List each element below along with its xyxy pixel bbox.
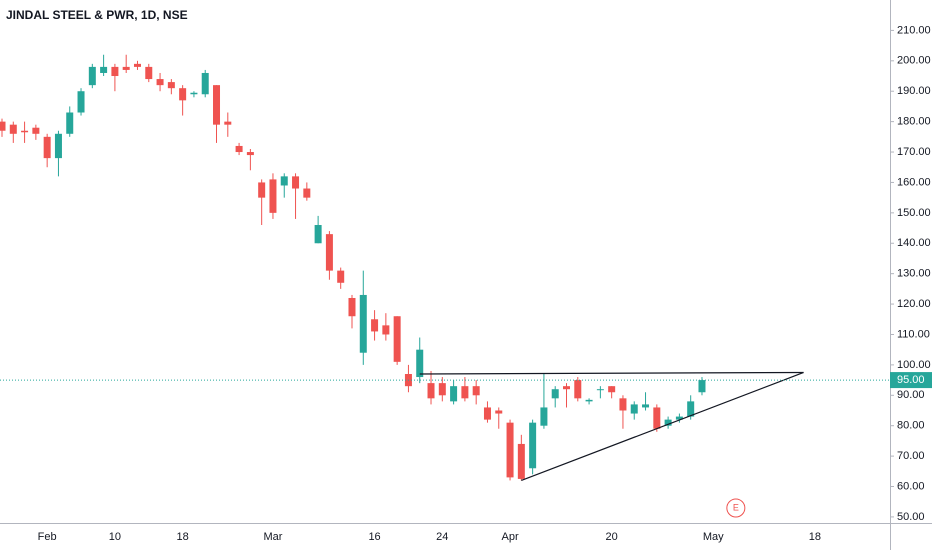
candle-body xyxy=(43,136,51,159)
candle-body xyxy=(698,380,706,393)
x-tick-label: 18 xyxy=(809,531,821,543)
trend-line xyxy=(521,371,804,481)
candle-body xyxy=(529,422,537,469)
x-tick-label: 20 xyxy=(606,531,618,543)
candle-body xyxy=(348,297,356,317)
candle-body xyxy=(540,407,548,426)
candle-body xyxy=(9,124,17,134)
candle-body xyxy=(201,72,209,95)
y-tick-label: 180.00 xyxy=(897,116,931,128)
x-tick-label: Feb xyxy=(38,531,57,543)
candle-body xyxy=(563,386,570,390)
candle-body xyxy=(483,407,491,420)
candle-body xyxy=(156,79,164,86)
x-tick-label: 24 xyxy=(436,531,448,543)
y-tick-label: 100.00 xyxy=(897,359,931,371)
candle-body xyxy=(213,85,221,125)
candle-body xyxy=(382,325,390,335)
candle-body xyxy=(495,410,503,414)
candle-body xyxy=(246,152,254,156)
x-tick-label: 10 xyxy=(109,531,121,543)
x-tick-label: Mar xyxy=(263,531,282,543)
event-label: E xyxy=(733,502,739,512)
candle-body xyxy=(416,349,424,378)
x-tick-label: Apr xyxy=(501,531,518,543)
candle-body xyxy=(32,127,40,134)
last-price-box xyxy=(890,372,932,389)
candle-body xyxy=(179,88,187,101)
candle-body xyxy=(325,234,333,271)
trend-line xyxy=(419,371,804,375)
y-tick-label: 90.00 xyxy=(897,389,925,401)
candle-body xyxy=(438,383,446,396)
candle-body xyxy=(450,386,458,402)
y-tick-label: 190.00 xyxy=(897,85,931,97)
y-tick-label: 120.00 xyxy=(897,298,931,310)
candle-body xyxy=(111,66,119,77)
candle-body xyxy=(133,63,141,67)
y-tick-label: 140.00 xyxy=(897,237,931,249)
candle-body xyxy=(77,91,85,113)
candle-body xyxy=(54,133,62,159)
candle-body xyxy=(506,422,514,478)
candle-body xyxy=(21,130,29,133)
x-tick-label: May xyxy=(703,531,724,543)
candle-body xyxy=(585,399,593,402)
y-tick-label: 110.00 xyxy=(897,328,930,340)
candle-body xyxy=(517,443,525,479)
candle-body xyxy=(551,389,559,399)
candle-body xyxy=(619,398,627,411)
candle-body xyxy=(574,380,582,399)
candle-body xyxy=(100,66,108,73)
candle-body xyxy=(190,92,198,95)
last-price-label: 95.00 xyxy=(897,374,925,386)
candle-body xyxy=(303,188,311,198)
candle-body xyxy=(314,225,322,244)
candle-body xyxy=(66,112,74,134)
candle-body xyxy=(280,176,288,186)
x-tick-label: 16 xyxy=(368,531,380,543)
candle-body xyxy=(0,121,6,131)
y-tick-label: 80.00 xyxy=(897,420,925,432)
event-marker xyxy=(726,498,746,518)
candle-body xyxy=(608,386,616,393)
candle-body xyxy=(359,294,367,353)
y-tick-label: 150.00 xyxy=(897,207,931,219)
candle-body xyxy=(472,386,480,396)
candle-body xyxy=(235,145,243,153)
candle-body xyxy=(88,66,96,86)
x-tick-label: 18 xyxy=(177,531,189,543)
y-tick-label: 200.00 xyxy=(897,55,931,67)
candle-body xyxy=(122,66,130,70)
candle-body xyxy=(653,407,661,429)
y-tick-label: 70.00 xyxy=(897,450,925,462)
candle-body xyxy=(393,316,401,362)
candle-body xyxy=(145,66,153,80)
candle-body xyxy=(687,401,695,417)
candle-body xyxy=(596,389,604,391)
candle-body xyxy=(258,182,266,198)
candle-body xyxy=(642,404,650,408)
candle-body xyxy=(292,176,300,189)
y-tick-label: 170.00 xyxy=(897,146,931,158)
candle-body xyxy=(664,419,672,426)
y-tick-label: 130.00 xyxy=(897,268,931,280)
candle-body xyxy=(224,121,232,125)
candle-body xyxy=(630,404,638,414)
y-tick-label: 210.00 xyxy=(897,24,931,36)
candle-body xyxy=(427,383,435,399)
candle-body xyxy=(675,416,683,420)
y-tick-label: 60.00 xyxy=(897,480,925,492)
y-tick-label: 160.00 xyxy=(897,176,931,188)
candle-body xyxy=(337,270,345,283)
candle-body xyxy=(167,82,175,89)
candle-body xyxy=(371,319,379,332)
chart-title: JINDAL STEEL & PWR, 1D, NSE xyxy=(6,8,188,22)
y-tick-label: 50.00 xyxy=(897,511,925,523)
candle-body xyxy=(461,386,469,399)
candle-body xyxy=(269,179,277,213)
